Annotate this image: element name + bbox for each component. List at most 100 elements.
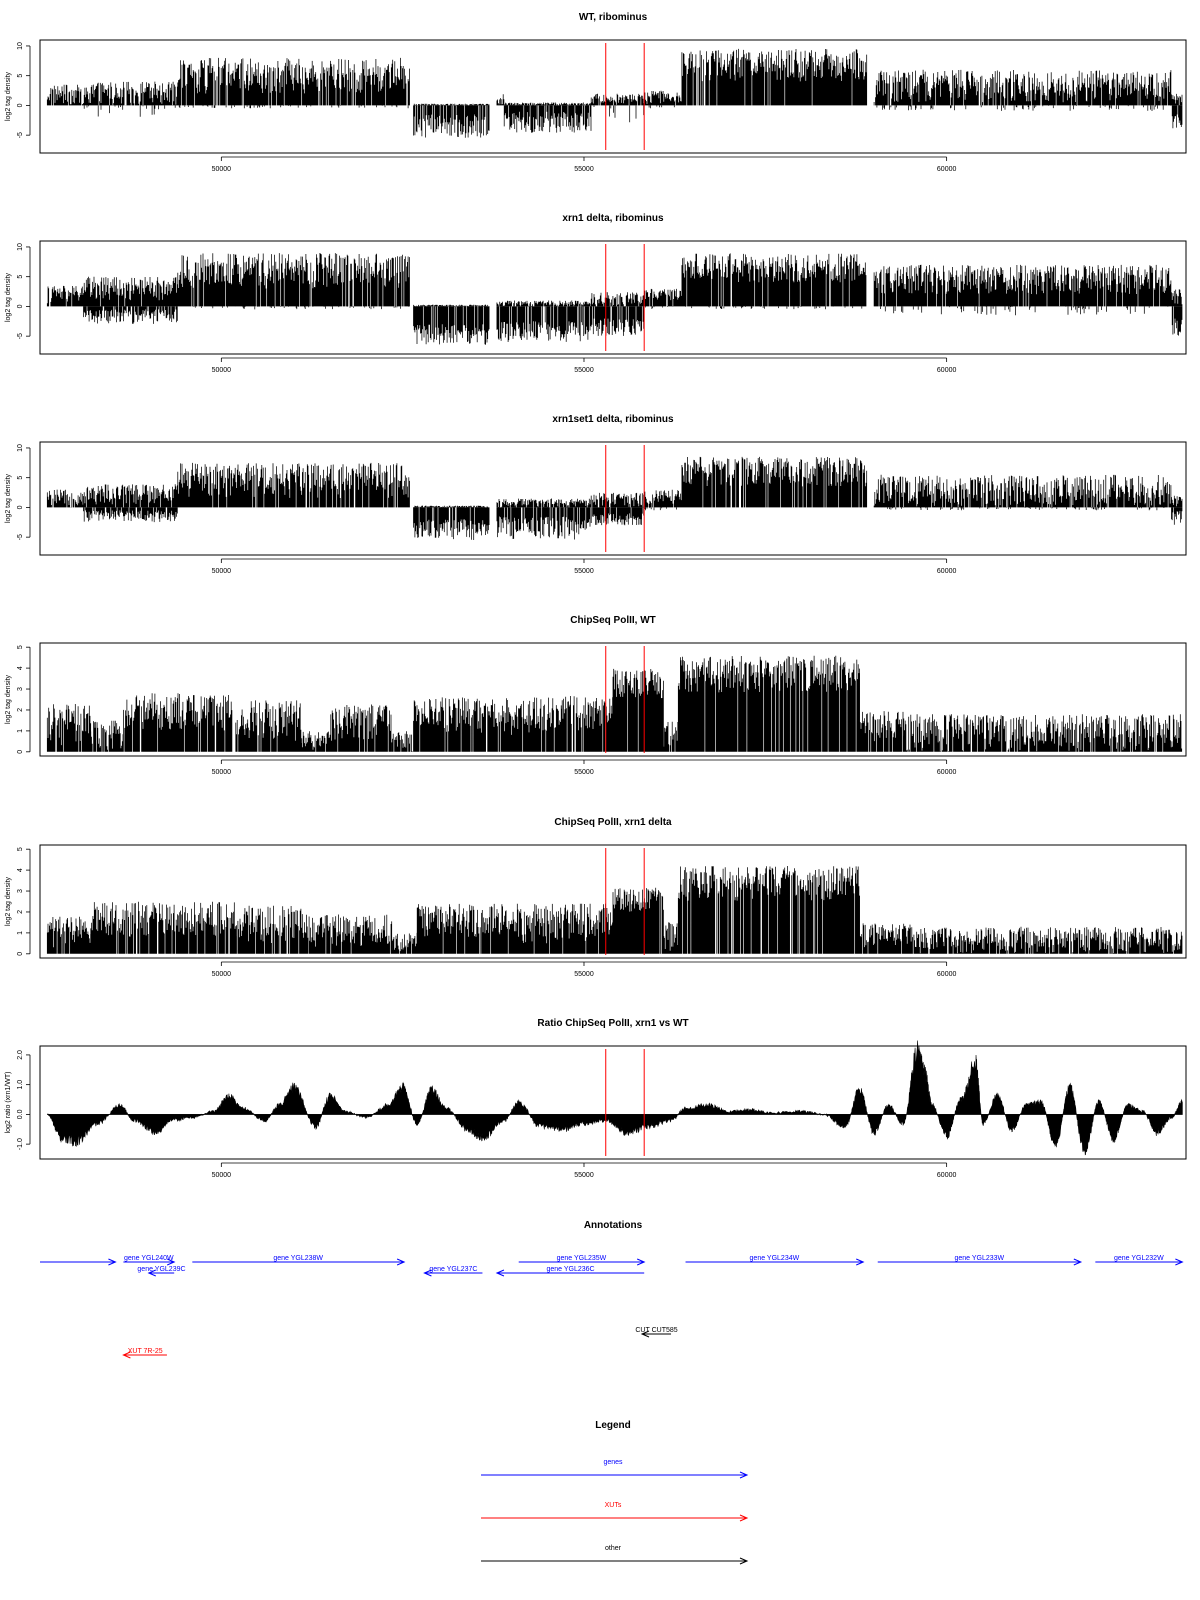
x-axis: 50000 55000 60000 (212, 759, 956, 776)
x-tick-label: 50000 (212, 769, 232, 776)
annotation-arrow: gene YGL235W (518, 1255, 646, 1266)
negative-density-bars (83, 507, 1183, 540)
chart-title: xrn1set1 delta, ribominus (552, 414, 674, 425)
annotation-arrow (40, 1258, 117, 1266)
annotation-arrow: gene YGL238W (192, 1255, 406, 1266)
arrow-right-icon (739, 1471, 749, 1479)
x-tick-label: 50000 (212, 367, 232, 374)
legend-label: genes (603, 1459, 623, 1466)
bar-series (46, 48, 1183, 138)
arrow-right-icon (739, 1557, 749, 1565)
x-tick-label: 60000 (937, 367, 957, 374)
plot-frame (39, 441, 1187, 556)
arrow-right-icon (1175, 1258, 1184, 1266)
chart-panel: ChipSeq PolII, WT 0 1 2 3 4 5 log2 tag density 5… (5, 615, 1187, 776)
annotations-panel: Annotations gene YGL240W gene YGL238W gene… (40, 1220, 1184, 1359)
y-tick-label: 0 (17, 103, 24, 107)
bar-series (46, 253, 1183, 345)
legend-title: Legend (595, 1420, 631, 1431)
y-tick-label: 0 (17, 750, 24, 754)
y-axis: -5 0 5 10 (17, 243, 31, 339)
x-tick-label: 60000 (937, 568, 957, 575)
chart-title: Ratio ChipSeq PolII, xrn1 vs WT (537, 1018, 688, 1029)
plot-frame (39, 240, 1187, 355)
y-axis: 0 1 2 3 4 5 (17, 645, 31, 754)
annotation-arrow: gene YGL237C (423, 1266, 483, 1277)
arrow-left-icon (147, 1269, 156, 1277)
annotation-arrow: gene YGL232W (1095, 1255, 1184, 1266)
y-tick-label: -1.0 (17, 1138, 24, 1150)
y-tick-label: 2.0 (17, 1050, 24, 1060)
x-tick-label: 60000 (937, 971, 957, 978)
y-tick-label: 5 (17, 74, 24, 78)
legend-panel: Legend genes XUTs other (481, 1420, 749, 1565)
y-tick-label: 1 (17, 729, 24, 733)
annotation-label: gene YGL239C (137, 1266, 185, 1273)
x-tick-label: 55000 (574, 971, 594, 978)
annotation-label: gene YGL232W (1114, 1255, 1164, 1262)
x-tick-label: 55000 (574, 367, 594, 374)
y-axis: -1.0 0.0 1.0 2.0 (17, 1050, 31, 1150)
y-axis-label: log2 tag density (5, 473, 12, 523)
x-axis: 50000 55000 60000 (212, 961, 957, 978)
y-tick-label: 3 (17, 889, 24, 893)
y-tick-label: 4 (17, 868, 24, 872)
negative-density-bars (83, 306, 1183, 345)
arrow-right-icon (108, 1258, 117, 1266)
y-tick-label: 2 (17, 910, 24, 914)
bar-series (46, 655, 1183, 752)
chart-title: WT, ribominus (579, 12, 648, 23)
x-axis: 50000 55000 60000 (212, 156, 957, 173)
positive-density-bars (46, 866, 1183, 954)
chart-title: xrn1 delta, ribominus (562, 213, 664, 224)
annotation-label: gene YGL233W (954, 1255, 1004, 1262)
y-tick-label: 3 (17, 687, 24, 691)
arrow-right-icon (396, 1258, 406, 1266)
y-tick-label: 0 (17, 952, 24, 956)
y-axis-label: log2 ratio (xrn1/WT) (5, 1072, 12, 1134)
annotation-arrow: XUT 7R-25 (122, 1348, 167, 1359)
arrow-left-icon (423, 1269, 432, 1277)
arrow-right-icon (739, 1514, 749, 1522)
y-tick-label: -5 (17, 132, 24, 138)
chart-title: ChipSeq PolII, WT (570, 615, 656, 626)
annotation-arrow: gene YGL240W (123, 1255, 176, 1266)
bar-series (46, 456, 1183, 540)
chart-panel: xrn1set1 delta, ribominus -5 0 5 10 log2 tag … (5, 414, 1187, 575)
arrow-left-icon (495, 1269, 505, 1277)
y-tick-label: 5 (17, 645, 24, 649)
positive-density-bars (46, 253, 1183, 307)
y-tick-label: 2 (17, 708, 24, 712)
y-tick-label: -5 (17, 333, 24, 339)
y-tick-label: 0 (17, 304, 24, 308)
arrow-right-icon (636, 1258, 646, 1266)
annotation-label: XUT 7R-25 (128, 1348, 163, 1355)
y-tick-label: 1.0 (17, 1080, 24, 1090)
x-tick-label: 60000 (937, 166, 957, 173)
y-tick-label: -5 (17, 534, 24, 540)
y-axis: 0 1 2 3 4 5 (17, 847, 31, 956)
y-axis-label: log2 tag density (5, 272, 12, 322)
y-axis-label: log2 tag density (5, 71, 12, 121)
annotation-label: gene YGL238W (273, 1255, 323, 1262)
annotation-arrow: gene YGL239C (137, 1266, 186, 1277)
plot-frame (39, 1045, 1187, 1160)
annotations-title: Annotations (584, 1220, 643, 1231)
legend-label: other (605, 1545, 622, 1552)
annotation-arrows: gene YGL240W gene YGL238W gene YGL235W gene… (40, 1255, 1184, 1359)
annotation-label: gene YGL235W (557, 1255, 607, 1262)
arrow-left-icon (640, 1330, 650, 1338)
legend-label: XUTs (605, 1502, 622, 1509)
annotation-arrow: CUT CUT585 (635, 1327, 678, 1338)
y-tick-label: 0 (17, 505, 24, 509)
annotation-arrow: gene YGL234W (685, 1255, 865, 1266)
x-axis: 50000 55000 60000 (212, 357, 957, 374)
legend-item: genes (481, 1459, 749, 1479)
x-tick-label: 55000 (574, 166, 594, 173)
x-tick-label: 50000 (212, 166, 232, 173)
chart-panel: ChipSeq PolII, xrn1 delta 0 1 2 3 4 5 log2 tag … (5, 817, 1187, 978)
annotation-label: gene YGL234W (750, 1255, 800, 1262)
legend-item: XUTs (481, 1502, 749, 1522)
arrow-right-icon (856, 1258, 865, 1266)
legend-item: other (481, 1545, 749, 1565)
